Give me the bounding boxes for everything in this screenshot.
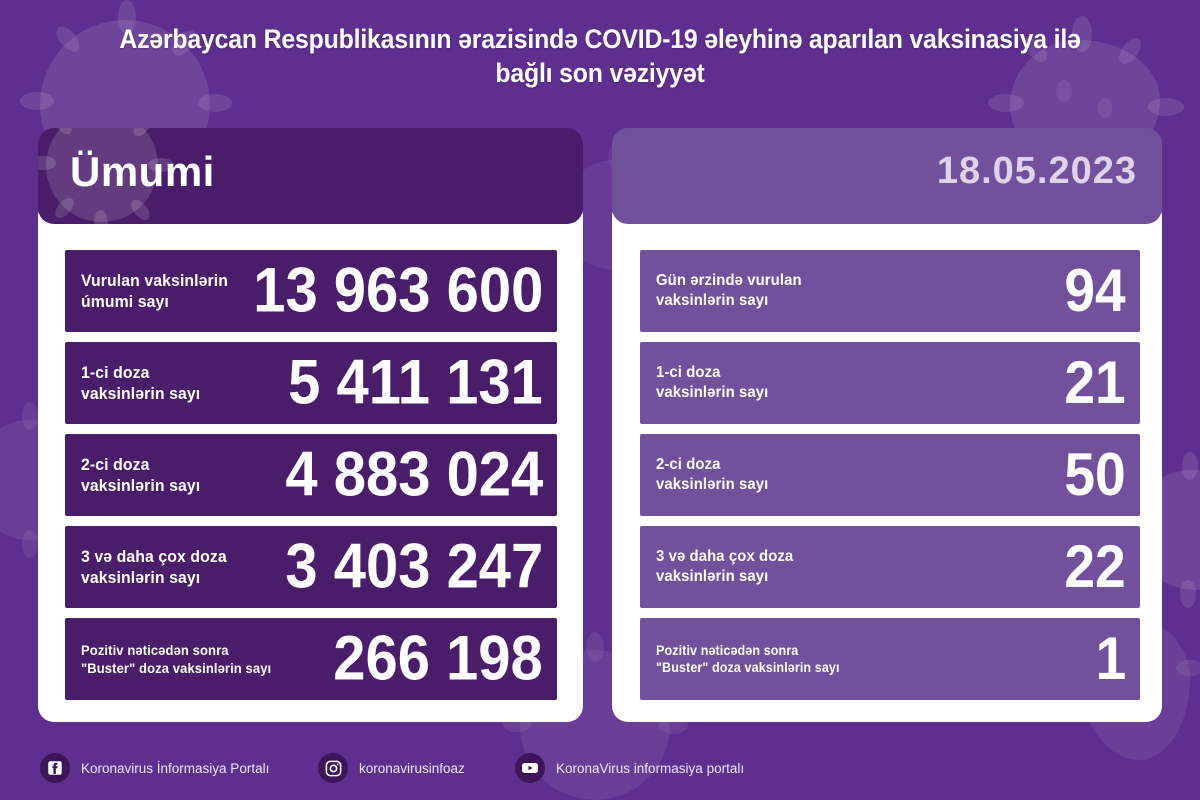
stat-label: 2-ci doza vaksinlərin sayı xyxy=(81,455,201,495)
left-panel-header-label: Ümumi xyxy=(70,148,215,195)
stat-value: 3 403 247 xyxy=(285,531,543,602)
stat-value: 1 xyxy=(1095,625,1126,692)
stat-label: Vurulan vaksinlərin úmumi sayı xyxy=(81,271,229,311)
facebook-label: Koronavirus İnformasiya Portalı xyxy=(81,760,270,776)
stat-row: 3 və daha çox doza vaksinlərin sayı 3 40… xyxy=(65,526,557,608)
stat-label: 1-ci doza vaksinlərin sayı xyxy=(81,363,201,403)
right-panel-header-tab xyxy=(612,128,1162,224)
stat-label: 3 və daha çox doza vaksinlərin sayı xyxy=(656,548,794,585)
stat-value: 22 xyxy=(1064,533,1126,600)
stat-row: Pozitiv nəticədən sonra "Buster" doza va… xyxy=(65,618,557,700)
stat-value: 21 xyxy=(1064,349,1126,416)
stat-label: 2-ci doza vaksinlərin sayı xyxy=(656,456,769,493)
stat-row: Gün ərzində vurulan vaksinlərin sayı 94 xyxy=(640,250,1140,332)
stat-value: 4 883 024 xyxy=(285,439,543,510)
stat-value: 266 198 xyxy=(333,623,543,694)
stat-row: 2-ci doza vaksinlərin sayı 50 xyxy=(640,434,1140,516)
stat-row: 1-ci doza vaksinlərin sayı 5 411 131 xyxy=(65,342,557,424)
stat-row: 3 və daha çox doza vaksinlərin sayı 22 xyxy=(640,526,1140,608)
footer-youtube[interactable]: KoronaVirus informasiya portalı xyxy=(515,753,744,783)
stat-label: Pozitiv nəticədən sonra "Buster" doza va… xyxy=(656,643,840,675)
youtube-label: KoronaVirus informasiya portalı xyxy=(556,760,745,776)
stat-value: 50 xyxy=(1064,441,1126,508)
youtube-icon xyxy=(515,753,545,783)
stat-row: Pozitiv nəticədən sonra "Buster" doza va… xyxy=(640,618,1140,700)
stat-row: Vurulan vaksinlərin úmumi sayı 13 963 60… xyxy=(65,250,557,332)
stat-value: 13 963 600 xyxy=(252,255,543,326)
stat-label: Gün ərzində vurulan vaksinlərin sayı xyxy=(656,272,802,309)
stat-label: 3 və daha çox doza vaksinlərin sayı xyxy=(81,547,227,587)
instagram-label: koronavirusinfoaz xyxy=(359,760,465,776)
stat-row: 2-ci doza vaksinlərin sayı 4 883 024 xyxy=(65,434,557,516)
left-panel-rows: Vurulan vaksinlərin úmumi sayı 13 963 60… xyxy=(65,250,557,710)
report-date: 18.05.2023 xyxy=(936,150,1137,192)
stat-label: 1-ci doza vaksinlərin sayı xyxy=(656,364,769,401)
stat-row: 1-ci doza vaksinlərin sayı 21 xyxy=(640,342,1140,424)
footer-facebook[interactable]: Koronavirus İnformasiya Portalı xyxy=(40,753,269,783)
stat-value: 5 411 131 xyxy=(288,347,543,418)
footer-bar: Koronavirus İnformasiya Portalı koronavi… xyxy=(0,735,1200,800)
facebook-icon xyxy=(40,753,70,783)
stat-label: Pozitiv nəticədən sonra "Buster" doza va… xyxy=(81,642,272,676)
instagram-icon xyxy=(318,753,348,783)
stat-value: 94 xyxy=(1064,257,1126,324)
right-panel-rows: Gün ərzində vurulan vaksinlərin sayı 94 … xyxy=(640,250,1140,710)
footer-instagram[interactable]: koronavirusinfoaz xyxy=(318,753,465,783)
page-title: Azərbaycan Respublikasının ərazisində CO… xyxy=(119,24,1081,88)
